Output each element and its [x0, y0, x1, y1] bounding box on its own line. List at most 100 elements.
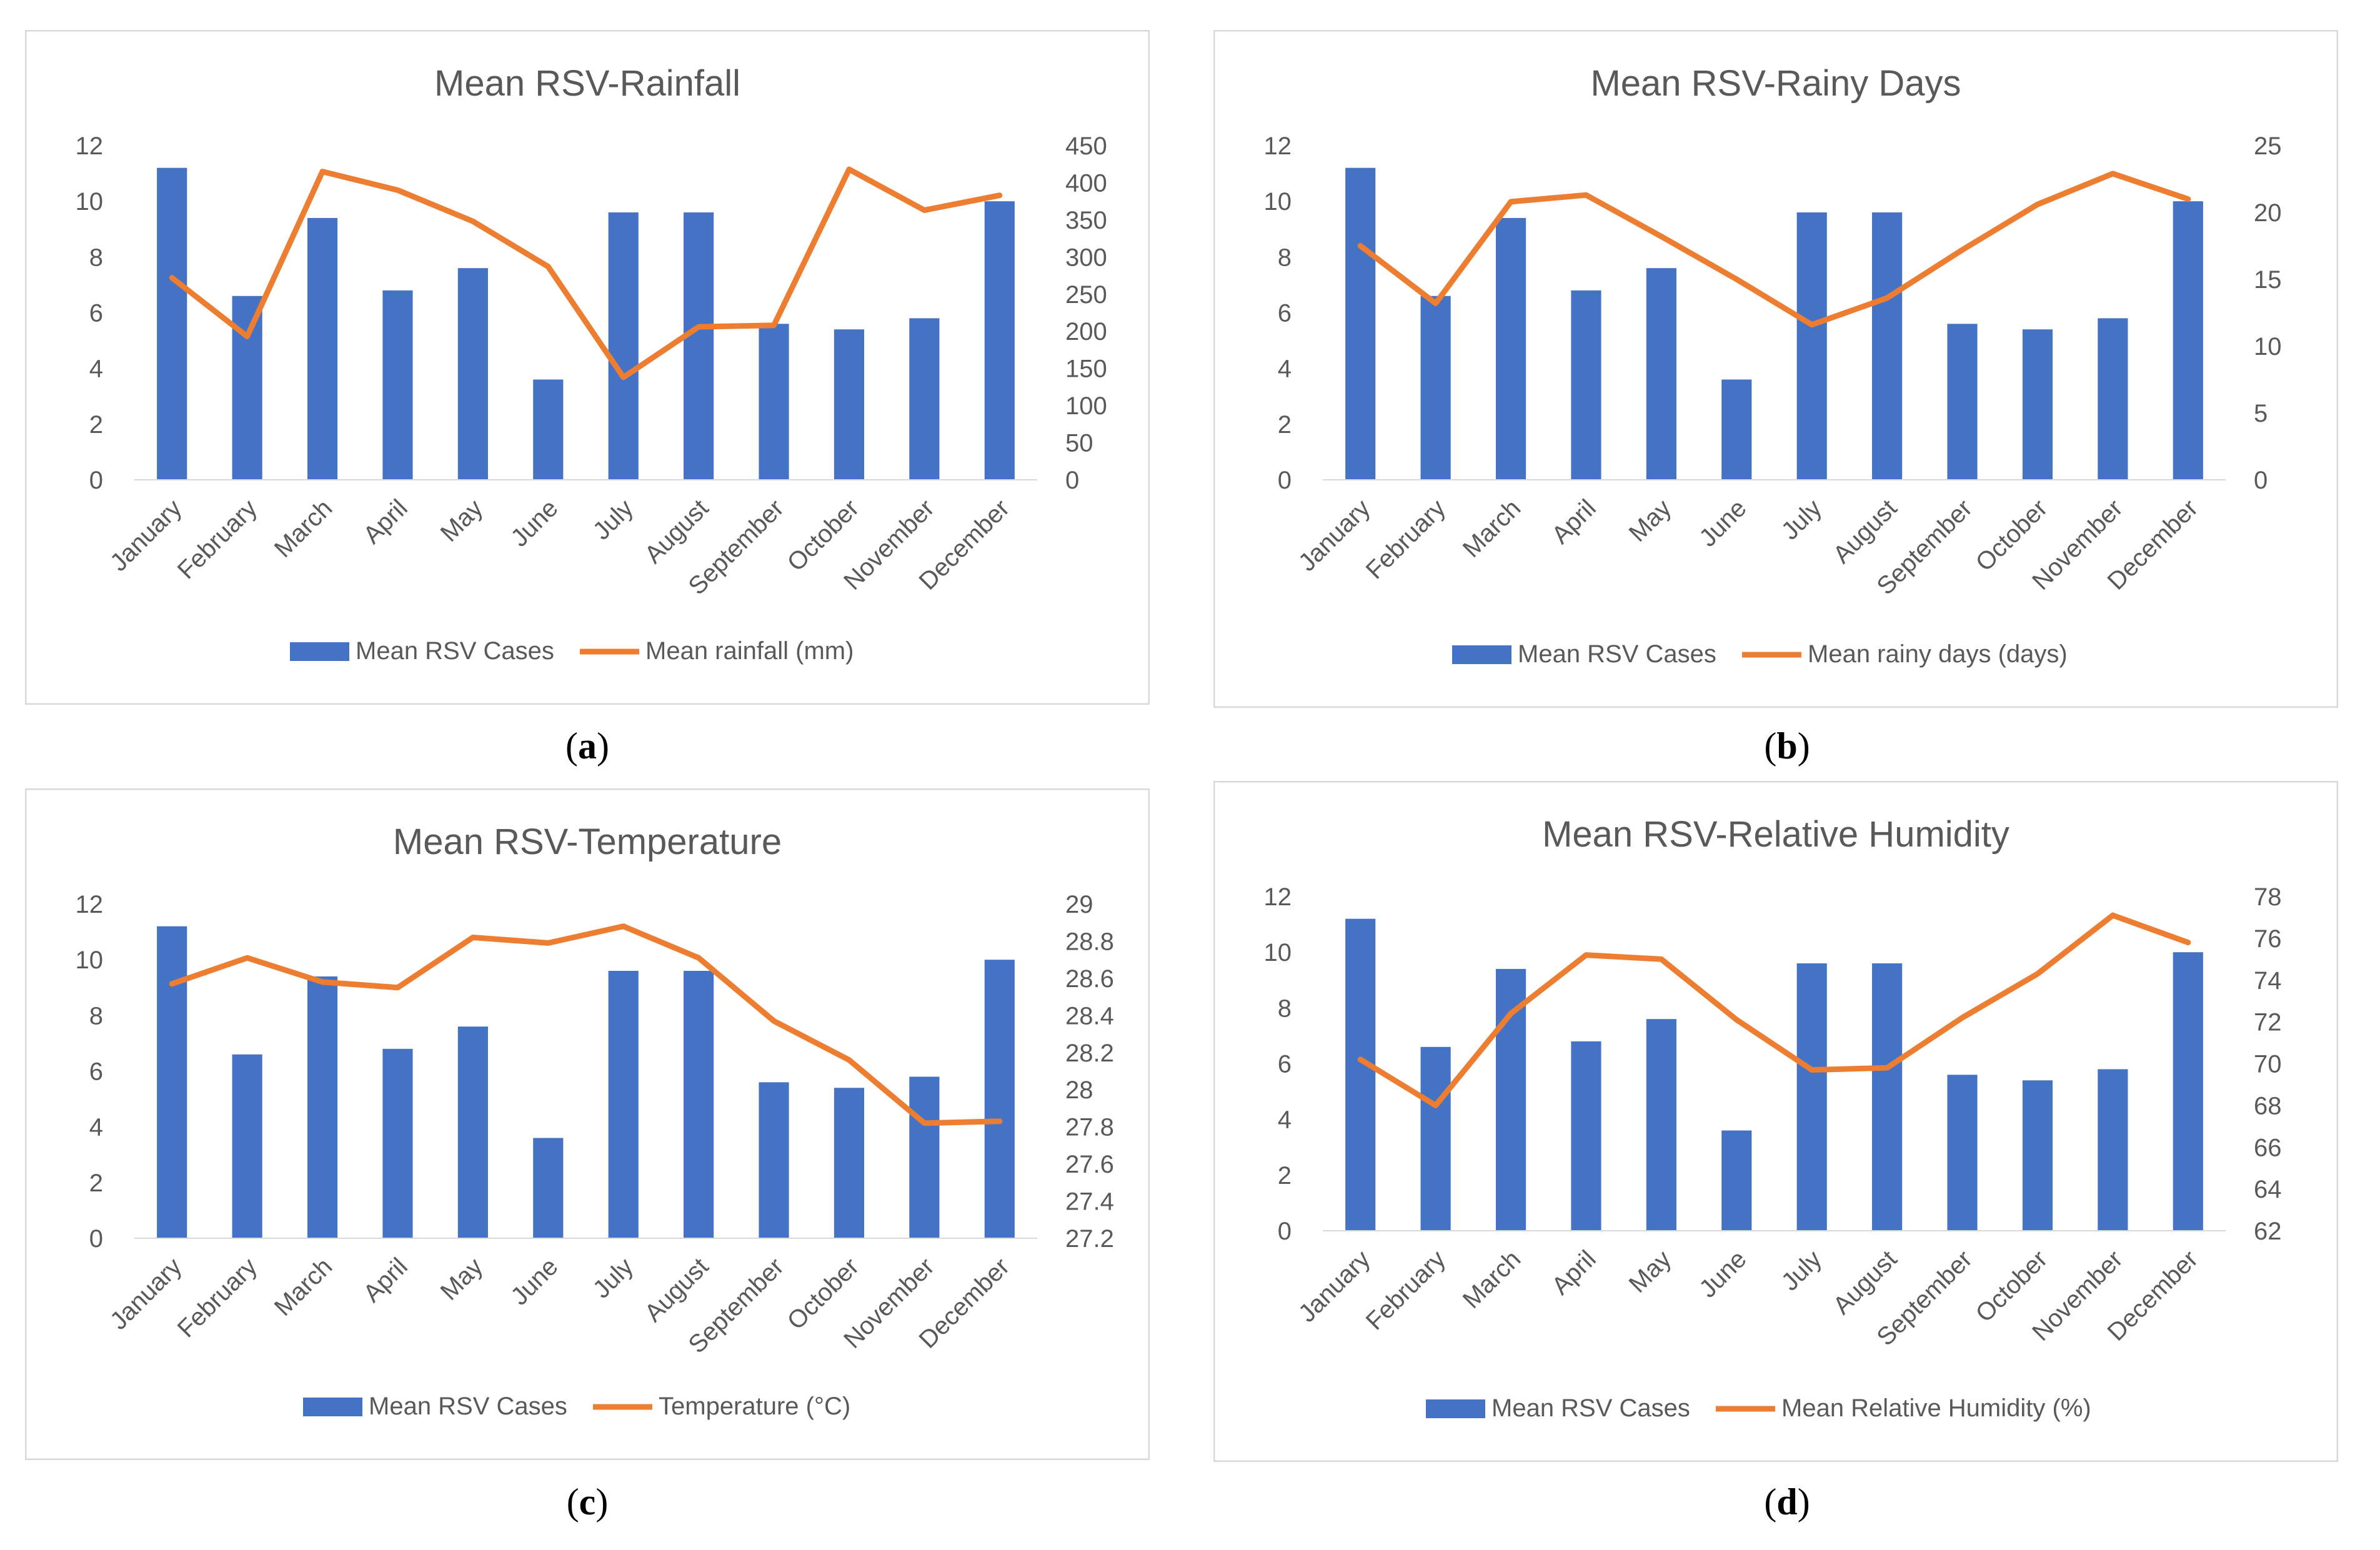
y-left-tick-label: 2 [89, 1170, 103, 1197]
legend-label-bar: Mean RSV Cases [1491, 1394, 1690, 1422]
y-right-tick-label: 64 [2254, 1176, 2282, 1203]
y-right-tick-label: 74 [2254, 967, 2282, 995]
bar-november [2098, 318, 2128, 480]
y-right-tick-label: 0 [1065, 467, 1079, 494]
bar-july [608, 971, 639, 1238]
y-right-tick-label: 100 [1065, 392, 1107, 420]
bar-february [1420, 1046, 1451, 1231]
chart-title: Mean RSV-Rainfall [434, 63, 740, 104]
bar-january [1345, 167, 1376, 480]
y-right-tick-label: 50 [1065, 430, 1093, 457]
chart-panel-b: Mean RSV-Rainy Days0246810120510152025Ja… [1213, 30, 2338, 708]
bar-may [457, 1026, 488, 1238]
bar-november [909, 318, 940, 480]
bar-december [984, 960, 1015, 1238]
legend-label-line: Temperature (°C) [659, 1393, 850, 1420]
bar-november [909, 1076, 940, 1238]
y-left-tick-label: 6 [89, 1058, 103, 1086]
bar-october [2022, 1080, 2053, 1231]
y-right-tick-label: 62 [2254, 1218, 2282, 1245]
subfigure-label-b: (b) [1764, 725, 1810, 767]
bar-august [1872, 212, 1903, 480]
line-point-april [1585, 954, 1587, 956]
y-right-tick-label: 78 [2254, 883, 2282, 911]
line-point-march [322, 171, 324, 172]
line-point-january [171, 983, 173, 985]
bar-december [984, 201, 1015, 480]
bar-may [1646, 1019, 1676, 1231]
bar-june [533, 1138, 564, 1238]
line-point-september [773, 1020, 775, 1022]
y-left-tick-label: 0 [1278, 1218, 1292, 1245]
chart-title: Mean RSV-Relative Humidity [1542, 814, 2009, 855]
y-right-tick-label: 28.4 [1065, 1002, 1114, 1030]
chart-panel-a: Mean RSV-Rainfall 0 2 4 6 8 10 12 0 50 100 150 200 25… [25, 30, 1150, 705]
y-right-tick-label: 66 [2254, 1134, 2282, 1161]
y-left-tick-label: 10 [76, 946, 104, 974]
bar-august [1872, 963, 1903, 1231]
line-series [169, 166, 1003, 380]
y-left-tick-label: 10 [1264, 188, 1292, 216]
line-series [1357, 912, 2191, 1108]
bar-september [759, 1082, 789, 1238]
bar-march [307, 217, 338, 480]
legend-label-bar: Mean RSV Cases [369, 1393, 567, 1420]
legend-swatch-bar [1426, 1399, 1485, 1418]
y-right-tick-label: 300 [1065, 244, 1107, 271]
legend-label-line: Mean rainfall (mm) [645, 637, 854, 665]
line-point-may [472, 221, 474, 222]
legend-label-line: Mean Relative Humidity (%) [1781, 1394, 2091, 1422]
bar-august [684, 212, 714, 480]
bar-april [1571, 290, 1601, 480]
y-left-tick-label: 8 [1278, 244, 1292, 271]
line-point-july [1811, 1069, 1813, 1071]
y-left-tick-label: 0 [89, 467, 103, 494]
line-point-november [2112, 915, 2114, 917]
y-left-tick-label: 8 [1278, 995, 1292, 1022]
y-right-tick-label: 250 [1065, 281, 1107, 309]
line-point-october [2036, 204, 2038, 206]
line-point-july [622, 376, 624, 378]
y-left-tick-label: 6 [1278, 300, 1292, 327]
bar-september [759, 324, 789, 480]
line-point-september [1961, 249, 1963, 251]
line-point-june [1736, 279, 1738, 280]
bar-july [1796, 963, 1827, 1231]
y-left-tick-label: 0 [1278, 467, 1292, 494]
bar-may [457, 268, 488, 480]
bar-january [157, 926, 187, 1238]
line-point-december [998, 1120, 1000, 1122]
line-point-december [2187, 198, 2189, 200]
y-right-tick-label: 27.2 [1065, 1225, 1114, 1253]
y-left-tick-label: 2 [1278, 411, 1292, 439]
line-point-august [698, 957, 700, 959]
line-point-march [1510, 1013, 1512, 1015]
y-left-tick-label: 4 [1278, 1106, 1292, 1134]
y-left-tick-label: 2 [1278, 1162, 1292, 1190]
line-point-august [1886, 1067, 1888, 1069]
y-left-tick-label: 6 [89, 300, 103, 327]
bar-february [232, 1054, 262, 1238]
line-point-january [1360, 1058, 1362, 1060]
subfigure-label-a: (a) [565, 725, 609, 767]
line-point-january [171, 277, 173, 279]
bar-june [1721, 379, 1752, 480]
bar-july [1796, 212, 1827, 480]
y-left-tick-label: 6 [1278, 1051, 1292, 1078]
chart-title: Mean RSV-Temperature [393, 822, 782, 862]
legend-label-line: Mean rainy days (days) [1808, 640, 2068, 668]
subfigure-label-c: (c) [566, 1481, 609, 1523]
line-point-may [472, 936, 474, 938]
line-point-february [246, 335, 248, 337]
y-right-tick-label: 20 [2254, 199, 2282, 227]
bar-may [1646, 268, 1676, 480]
legend-label-bar: Mean RSV Cases [1518, 640, 1716, 668]
bar-september [1947, 1075, 1978, 1231]
line-point-july [1811, 324, 1813, 325]
line-point-april [1585, 194, 1587, 196]
y-left-tick-label: 8 [89, 1002, 103, 1030]
chart-frame [1213, 781, 2338, 1462]
bar-april [1571, 1041, 1601, 1231]
legend: Mean RSV Cases Temperature (°C) [303, 1393, 850, 1420]
bar-june [1721, 1130, 1752, 1231]
